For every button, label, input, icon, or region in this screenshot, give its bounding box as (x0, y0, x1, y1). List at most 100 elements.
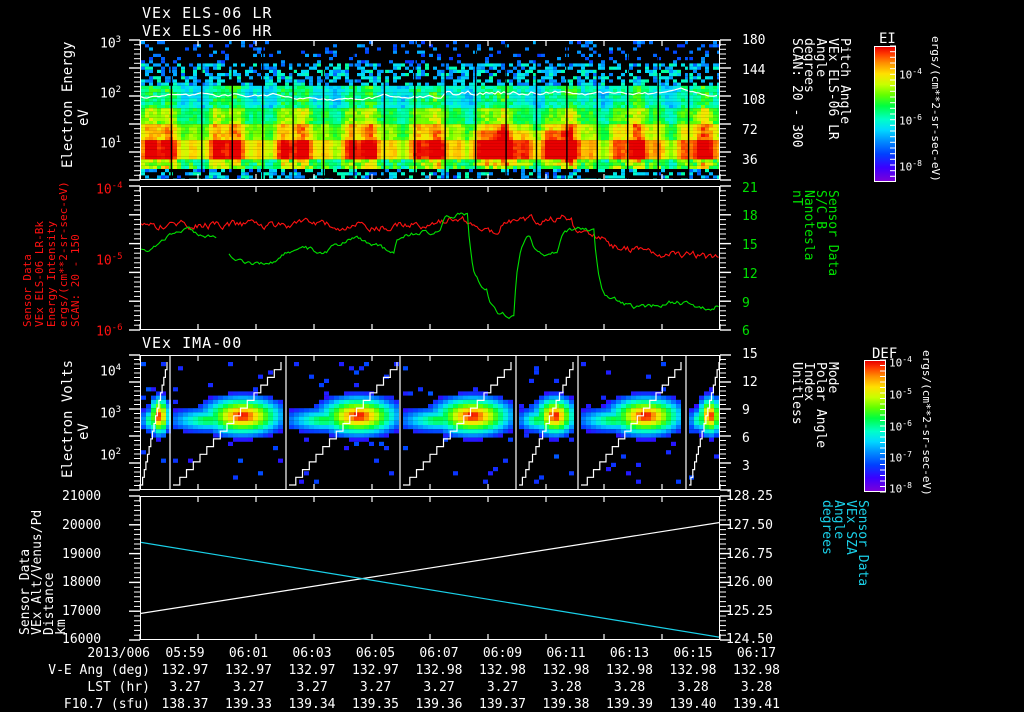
bottom-r2-c5: 139.37 (474, 697, 532, 712)
panel1-ylabel-line2: eV (78, 96, 90, 126)
bottom-r2-c1: 139.33 (220, 697, 278, 712)
panel2-y2tick-5: 6 (742, 325, 750, 338)
panel1-title-hr: VEx ELS-06 HR (142, 22, 272, 40)
colorbar2-tick-4: 10-8 (889, 481, 912, 496)
panel2-ylabel: Sensor Data VEx ELS-06 LR-Bk Energy Inte… (22, 192, 82, 327)
panel4-y2label: Sensor Data VEx SZA Angle degrees (820, 500, 868, 635)
panel1-ytick-2: 101 (100, 134, 121, 150)
panel1-y2label: Pitch Angle VEx ELS-06 LR Angle degrees … (790, 38, 850, 178)
bottom-rowlabel-2: F10.7 (sfu) (18, 697, 150, 712)
panel3-title: VEx IMA-00 (142, 334, 242, 352)
colorbar1-gradient (874, 46, 896, 182)
panel3-ytick-2: 102 (100, 446, 121, 462)
panel3-ylabel-line2: eV (78, 412, 90, 440)
panel3-ytick-1: 103 (100, 404, 121, 420)
bottom-time-2: 06:03 (283, 646, 341, 661)
panel1-canvas (141, 41, 719, 179)
bottom-r1-c6: 3.28 (537, 680, 595, 695)
panel1-y2tick-3: 72 (742, 124, 758, 137)
panel1-y2tick-2: 108 (742, 94, 765, 107)
panel4-y2tick-2: 126.75 (726, 548, 773, 561)
panel2-ytick-2: 10-6 (96, 322, 123, 338)
colorbar1-tick-2: 10-8 (899, 159, 922, 174)
bottom-time-4: 06:07 (410, 646, 468, 661)
panel2-y2label: Sensor Data S/C B Nanotesla nT (790, 190, 838, 330)
bottom-r1-c7: 3.28 (601, 680, 659, 695)
bottom-r2-c3: 139.35 (347, 697, 405, 712)
bottom-time-3: 06:05 (347, 646, 405, 661)
panel-energy-intensity-and-b-field (140, 186, 720, 330)
panel4-y2tick-5: 124.50 (726, 633, 773, 646)
bottom-time-7: 06:13 (601, 646, 659, 661)
bottom-time-5: 06:09 (474, 646, 532, 661)
bottom-r2-c2: 139.34 (283, 697, 341, 712)
colorbar2-gradient (864, 360, 886, 492)
panel3-y2label: Mode Polar Angle Index Unitless (790, 362, 838, 487)
bottom-time-9: 06:17 (728, 646, 786, 661)
bottom-r2-c8: 139.40 (664, 697, 722, 712)
bottom-r0-c0: 132.97 (156, 663, 214, 678)
bottom-r1-c0: 3.27 (156, 680, 214, 695)
colorbar2-tick-2: 10-6 (889, 419, 912, 434)
bottom-r1-c3: 3.27 (347, 680, 405, 695)
panel3-y2tick-1: 12 (742, 376, 758, 389)
colorbar1-name: EI (879, 31, 896, 47)
panel4-y2tick-1: 127.50 (726, 519, 773, 532)
panel4-y2tick-3: 126.00 (726, 576, 773, 589)
bottom-r2-c7: 139.39 (601, 697, 659, 712)
bottom-r1-c4: 3.27 (410, 680, 468, 695)
bottom-time-0: 05:59 (156, 646, 214, 661)
bottom-rowlabel-1: LST (hr) (18, 680, 150, 695)
panel2-y2tick-4: 9 (742, 297, 750, 310)
panel4-y2tick-0: 128.25 (726, 490, 773, 503)
panel1-y2tick-1: 144 (742, 64, 765, 77)
colorbar2-tick-3: 10-7 (889, 450, 912, 465)
colorbar1-tick-1: 10-6 (899, 113, 922, 128)
bottom-time-1: 06:01 (220, 646, 278, 661)
bottom-r2-c6: 139.38 (537, 697, 595, 712)
panel2-canvas (141, 187, 719, 329)
bottom-r2-c4: 139.36 (410, 697, 468, 712)
panel2-y2tick-1: 18 (742, 210, 758, 223)
bottom-r1-c1: 3.27 (220, 680, 278, 695)
panel3-ytick-0: 104 (100, 362, 121, 378)
panel1-title-lr: VEx ELS-06 LR (142, 4, 272, 22)
panel1-ytick-1: 102 (100, 84, 121, 100)
bottom-r0-c9: 132.98 (728, 663, 786, 678)
panel-altitude-and-sza (140, 496, 720, 640)
panel3-y2tick-2: 9 (742, 404, 750, 417)
bottom-r1-c9: 3.28 (728, 680, 786, 695)
bottom-r0-c1: 132.97 (220, 663, 278, 678)
bottom-r1-c5: 3.27 (474, 680, 532, 695)
bottom-r0-c6: 132.98 (537, 663, 595, 678)
panel3-y2tick-3: 6 (742, 432, 750, 445)
colorbar2-units: ergs/(cm**2-sr-sec-eV) (920, 350, 933, 495)
bottom-r2-c0: 138.37 (156, 697, 214, 712)
panel3-canvas (141, 356, 719, 489)
panel1-ylabel-line1: Electron Energy (62, 48, 74, 168)
panel-electron-energy-spectrogram (140, 40, 720, 180)
bottom-r0-c5: 132.98 (474, 663, 532, 678)
bottom-r0-c4: 132.98 (410, 663, 468, 678)
colorbar1-units: ergs/(cm**2-sr-sec-eV) (929, 36, 942, 176)
panel1-ytick-0: 103 (100, 34, 121, 50)
panel2-y2tick-2: 15 (742, 239, 758, 252)
panel1-y2tick-4: 36 (742, 154, 758, 167)
panel3-y2tick-4: 3 (742, 460, 750, 473)
panel-ion-spectrogram (140, 355, 720, 490)
bottom-r0-c7: 132.98 (601, 663, 659, 678)
panel2-y2tick-3: 12 (742, 268, 758, 281)
colorbar2-tick-1: 10-5 (889, 387, 912, 402)
panel4-y2tick-4: 125.25 (726, 605, 773, 618)
bottom-time-8: 06:15 (664, 646, 722, 661)
bottom-r2-c9: 139.41 (728, 697, 786, 712)
panel3-y2tick-0: 15 (742, 348, 758, 361)
bottom-rowlabel-0: V-E Ang (deg) (18, 663, 150, 678)
colorbar1-tick-0: 10-4 (899, 67, 922, 82)
colorbar2-tick-0: 10-4 (889, 355, 912, 370)
bottom-r0-c3: 132.97 (347, 663, 405, 678)
bottom-time-6: 06:11 (537, 646, 595, 661)
bottom-r1-c8: 3.28 (664, 680, 722, 695)
bottom-r0-c2: 132.97 (283, 663, 341, 678)
